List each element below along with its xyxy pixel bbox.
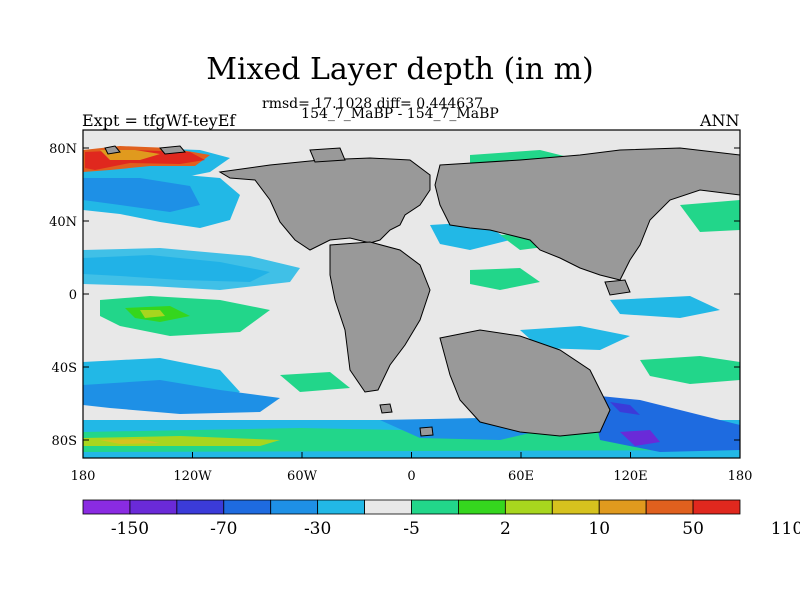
plot-title: Mixed Layer depth (in m)	[206, 52, 594, 87]
lon-label-120e: 120E	[613, 469, 647, 484]
land-north-america	[218, 157, 431, 251]
colorbar-label: 110	[771, 519, 800, 539]
land-islands-1	[104, 145, 121, 155]
colorbar-swatch	[551, 499, 600, 515]
land-islands-5	[379, 403, 393, 414]
land-islands-4	[604, 279, 631, 296]
field-north-pacific-east-green	[680, 200, 740, 232]
colorbar: -150 -70 -30 -5 2 10 50 110	[82, 499, 800, 539]
map-panel	[83, 130, 740, 458]
colorbar-swatch	[82, 499, 131, 515]
colorbar-swatch	[458, 499, 506, 515]
stats-line: rmsd= 17.1028 diff= 0.444637	[262, 96, 484, 112]
lon-label-60w: 60W	[287, 469, 318, 484]
lat-label-eq: 0	[69, 288, 77, 303]
land-islands-6	[419, 426, 434, 437]
colorbar-label: 2	[500, 519, 511, 539]
field-equatorial-atlantic-green	[470, 268, 540, 290]
lon-label-180w: 180	[71, 469, 96, 484]
colorbar-swatch	[129, 499, 178, 515]
field-south-pacific-yellowgreen	[140, 310, 165, 318]
colorbar-label: -30	[304, 519, 331, 539]
experiment-label: Expt = tfgWf-teyEf	[82, 111, 236, 130]
lat-label-80n: 80N	[49, 142, 77, 157]
colorbar-swatch	[645, 499, 694, 515]
land-masses	[104, 145, 740, 437]
field-south-atlantic-green	[280, 372, 350, 392]
field-south-indian-green	[640, 356, 740, 384]
axis-ticks	[82, 147, 741, 458]
lat-label-80s: 80S	[52, 434, 77, 449]
colorbar-swatch	[317, 499, 365, 515]
colorbar-swatch	[176, 499, 225, 515]
colorbar-swatch	[598, 499, 647, 515]
lon-label-180e: 180	[728, 469, 753, 484]
colorbar-label: -70	[210, 519, 237, 539]
field-indian-cyan	[520, 326, 630, 350]
colorbar-swatch	[692, 499, 741, 515]
land-africa-australia	[439, 329, 611, 437]
colorbar-swatch	[364, 499, 412, 515]
colorbar-swatch	[223, 499, 272, 515]
colorbar-label: 50	[682, 519, 704, 539]
colorbar-swatch	[504, 499, 553, 515]
subtitle: 154_7_MaBP - 154_7_MaBP	[301, 106, 499, 122]
lat-label-40s: 40S	[52, 361, 77, 376]
field-circumpolar-gold	[100, 439, 160, 444]
field-indian-purple	[620, 430, 660, 446]
land-south-america	[329, 241, 431, 393]
season-label: ANN	[700, 111, 740, 130]
lon-label-120w: 120W	[173, 469, 212, 484]
colorbar-label: -150	[111, 519, 149, 539]
land-islands-3	[309, 147, 346, 163]
lon-label-60e: 60E	[508, 469, 534, 484]
land-islands-2	[159, 145, 186, 155]
field-west-pacific-cyan	[610, 296, 720, 318]
field-tropic-cyan	[83, 248, 300, 290]
colorbar-swatch	[411, 499, 459, 515]
field-south-blue-west	[83, 380, 280, 414]
field-indian-dark-blue	[610, 402, 640, 415]
colorbar-swatch	[270, 499, 319, 515]
lat-label-40n: 40N	[49, 215, 77, 230]
colorbar-label: -5	[403, 519, 420, 539]
colorbar-label: 10	[588, 519, 610, 539]
field-pacific-blue	[83, 178, 200, 212]
lon-label-0: 0	[407, 469, 415, 484]
